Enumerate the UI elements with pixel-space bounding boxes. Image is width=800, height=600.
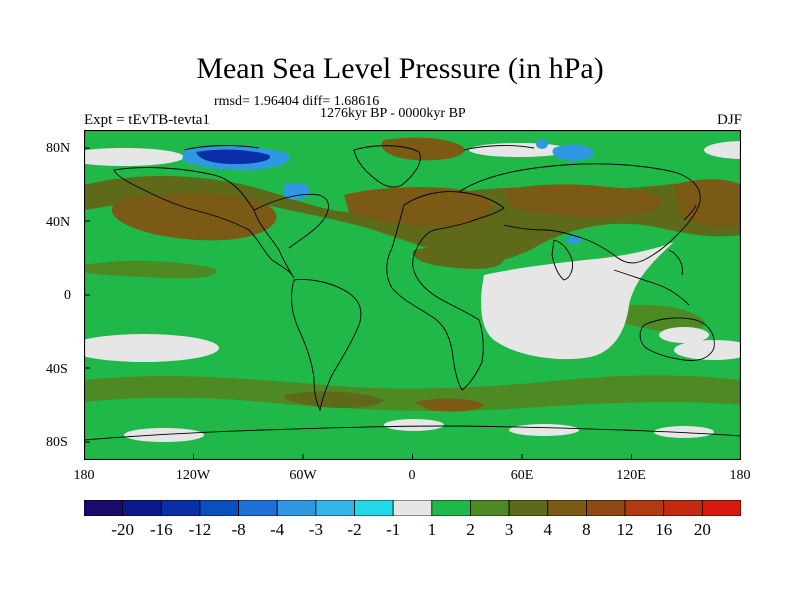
white-patch-arctic-west — [84, 148, 184, 166]
colorbar-box — [701, 500, 741, 516]
brown-greenland — [381, 137, 465, 161]
colorbar-label: -8 — [231, 520, 246, 539]
x-tick-label: 60W — [289, 468, 317, 483]
colorbar-label: 16 — [655, 520, 673, 539]
brown-patch-south-atlantic — [283, 391, 384, 408]
colorbar-box — [122, 500, 162, 516]
coast-south-america — [291, 279, 362, 412]
colorbar-label: 12 — [616, 520, 634, 539]
colorbar-box — [160, 500, 201, 516]
x-tick-label: 180 — [729, 468, 751, 483]
coast-east-north-america — [253, 193, 329, 249]
colorbar-box — [431, 500, 471, 516]
brown-pacific-high — [111, 193, 277, 241]
brown-asia-high — [504, 184, 663, 218]
blue-dot-arctic — [536, 139, 548, 149]
white-patch-australia-east — [659, 327, 709, 343]
x-tick-label: 120W — [175, 468, 211, 483]
coast-europe-africa — [386, 191, 505, 391]
coast-australia — [639, 317, 715, 361]
colorbar-label: -20 — [111, 520, 134, 539]
experiment-label: Expt = tEvTB-tevta1 — [84, 112, 210, 128]
colorbar-label: -4 — [270, 520, 285, 539]
darkblue-low-canada — [196, 149, 270, 164]
tick-marks — [84, 147, 632, 460]
colorbar-label: 1 — [427, 520, 437, 539]
coast-north-america — [113, 167, 295, 279]
colorbar-box — [84, 500, 124, 516]
coast-japan — [683, 204, 697, 221]
coast-india — [551, 239, 573, 281]
coast-arctic-islands — [183, 145, 260, 151]
colorbar-label: -2 — [347, 520, 362, 539]
white-patch-antarctic-1 — [124, 428, 204, 442]
coast-greenland — [353, 145, 421, 188]
period-text: 1276kyr BP - 0000kyr BP — [320, 106, 466, 121]
white-patch-arctic-east — [704, 141, 741, 159]
white-patch-antarctic-4 — [654, 426, 714, 438]
olive-patch-indonesia — [604, 304, 705, 332]
white-patch-antarctic-3 — [509, 424, 579, 436]
white-patch-south-east — [674, 340, 741, 360]
coast-antarctica — [84, 425, 741, 441]
colorbar-label: 20 — [693, 520, 711, 539]
figure-title: Mean Sea Level Pressure (in hPa) — [196, 52, 604, 85]
coast-asia — [458, 163, 701, 264]
y-tick-label: 80N — [46, 141, 71, 156]
colorbar-label: 8 — [582, 520, 591, 539]
white-indian-ocean — [481, 242, 674, 360]
colorbar-box — [470, 500, 510, 516]
blue-low-siberia — [552, 144, 594, 161]
colorbar-box — [547, 500, 587, 516]
colorbar-label: 4 — [543, 520, 553, 539]
colorbar-box — [276, 500, 317, 516]
y-tick-label: 40S — [46, 362, 68, 377]
blue-low-hudson — [284, 182, 310, 201]
white-patch-south-pacific — [84, 334, 219, 362]
colorbar-label: -16 — [149, 520, 173, 539]
coast-philippines — [668, 249, 683, 276]
x-tick-label: 0 — [408, 468, 416, 483]
colorbar-box — [199, 500, 239, 516]
olive-band-south — [84, 375, 741, 411]
colorbar-box — [663, 500, 703, 516]
colorbar-box — [315, 500, 355, 516]
colorbar-label: -12 — [188, 520, 212, 539]
colorbar-label: -3 — [308, 520, 323, 539]
stats-text: rmsd= 1.96404 diff= 1.68616 — [214, 94, 380, 109]
x-tick-label: 120E — [616, 468, 646, 483]
white-patch-antarctic-2 — [384, 419, 444, 431]
colorbar-label: -1 — [386, 520, 401, 539]
colorbar-box — [624, 500, 665, 516]
colorbar-box — [238, 500, 278, 516]
colorbar-label: 2 — [466, 520, 475, 539]
brown-atlantic-high — [344, 187, 493, 227]
coastlines — [84, 145, 741, 441]
colorbar-box — [392, 500, 433, 516]
brown-east-pacific — [674, 179, 741, 227]
pressure-map — [84, 130, 741, 460]
season-label: DJF — [716, 112, 742, 128]
brown-patch-south-indian — [414, 398, 484, 412]
x-tick-label: 60E — [510, 468, 534, 483]
y-tick-label: 40N — [46, 215, 71, 230]
olive-patch-tropics-west — [84, 260, 217, 279]
olive-patch-africa — [412, 246, 504, 269]
colorbar-box — [354, 500, 394, 516]
colorbar-box — [586, 500, 626, 516]
coast-svalbard — [463, 145, 535, 151]
y-tick-label: 80S — [46, 435, 68, 450]
y-tick-label: 0 — [64, 288, 71, 303]
x-tick-label: 180 — [73, 468, 95, 483]
coast-indonesia — [613, 269, 690, 306]
colorbar-box — [508, 500, 549, 516]
colorbar — [84, 500, 741, 516]
blue-dot-arabian — [566, 236, 582, 244]
colorbar-label: 3 — [504, 520, 514, 539]
